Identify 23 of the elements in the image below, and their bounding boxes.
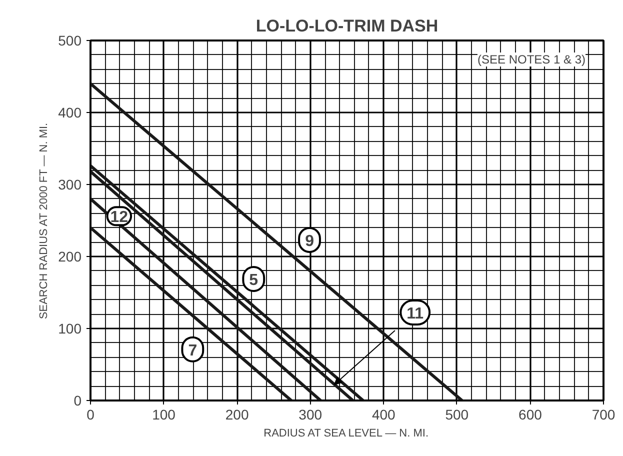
y-tick-label: 300 bbox=[58, 176, 82, 192]
x-tick-label: 500 bbox=[445, 406, 469, 422]
series-label: 5 bbox=[249, 272, 258, 290]
x-tick-label: 700 bbox=[592, 406, 616, 422]
y-tick-label: 0 bbox=[74, 392, 82, 408]
series-label: 9 bbox=[305, 232, 314, 250]
chart-title: LO-LO-LO-TRIM DASH bbox=[256, 16, 438, 36]
y-tick-label: 200 bbox=[58, 248, 82, 264]
y-tick-label: 100 bbox=[58, 320, 82, 336]
x-tick-label: 0 bbox=[86, 406, 95, 422]
series-label: 7 bbox=[188, 342, 198, 360]
x-tick-label: 200 bbox=[225, 406, 249, 422]
x-axis-title: RADIUS AT SEA LEVEL — N. MI. bbox=[264, 428, 429, 440]
series-label: 12 bbox=[110, 209, 128, 226]
x-tick-label: 100 bbox=[152, 406, 176, 422]
x-tick-label: 600 bbox=[518, 406, 542, 422]
y-tick-label: 400 bbox=[58, 104, 82, 120]
annotation: (SEE NOTES 1 & 3) bbox=[477, 52, 586, 66]
y-tick-label: 500 bbox=[58, 32, 82, 48]
x-tick-label: 400 bbox=[372, 406, 396, 422]
text: 11 bbox=[406, 305, 424, 322]
y-axis-title: SEARCH RADIUS AT 2000 FT — N. MI. bbox=[38, 122, 50, 320]
x-tick-label: 300 bbox=[298, 406, 322, 422]
